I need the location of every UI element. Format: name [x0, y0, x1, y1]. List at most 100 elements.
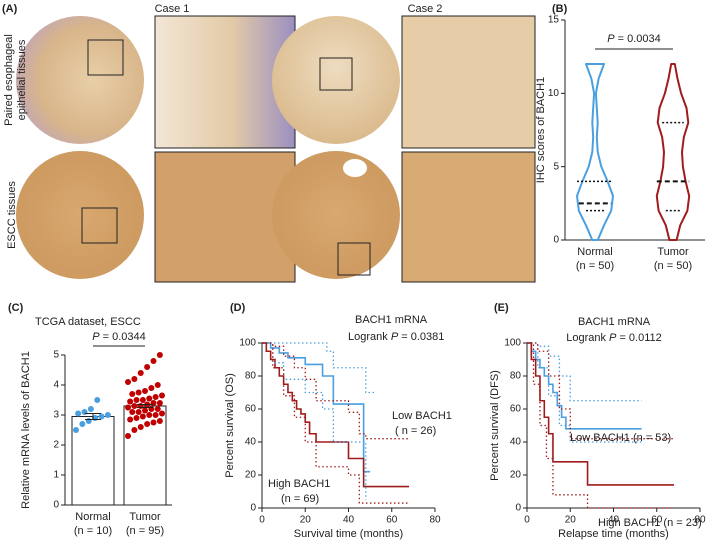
- y-tick-label: 60: [245, 404, 257, 415]
- ci-line: [527, 342, 675, 440]
- y-tick-label: 60: [510, 404, 522, 415]
- annotation: BACH1 mRNA: [355, 314, 428, 326]
- lumen: [343, 159, 367, 177]
- x-tick-label: Tumor: [657, 246, 689, 258]
- tissue-core: [16, 151, 144, 279]
- x-tick-label: 60: [386, 515, 398, 526]
- y-tick-label: 100: [504, 338, 521, 349]
- data-point: [148, 406, 155, 412]
- violin: [576, 63, 614, 241]
- p-text: = 0.0344: [103, 331, 146, 343]
- annotation: Low BACH1: [392, 410, 452, 422]
- data-point: [150, 358, 157, 364]
- survival-curve: [262, 342, 371, 473]
- data-point: [135, 409, 142, 415]
- y-tick-label: 1: [53, 470, 59, 481]
- zoom-box: [87, 39, 124, 76]
- data-point: [131, 403, 138, 409]
- y-tick-label: 80: [245, 371, 257, 382]
- p-symbol: P: [391, 331, 399, 343]
- data-point: [159, 392, 165, 399]
- data-point: [79, 421, 86, 427]
- panel-label: (C): [8, 302, 24, 314]
- data-point: [131, 376, 138, 382]
- zoom-box: [337, 242, 371, 276]
- data-point: [125, 404, 131, 411]
- p-text: = 0.0112: [619, 332, 661, 344]
- data-point: [159, 410, 165, 417]
- y-tick-label: 0: [515, 503, 521, 514]
- data-point: [137, 370, 144, 376]
- p-value: Logrank P = 0.0112: [566, 332, 662, 344]
- p-prefix: Logrank: [348, 331, 388, 343]
- p-prefix: Logrank: [566, 332, 606, 344]
- data-point: [129, 409, 136, 415]
- zoom-box: [81, 207, 118, 244]
- annotation: (n = 69): [281, 493, 319, 505]
- data-point: [137, 403, 144, 409]
- violin: [655, 63, 691, 241]
- histology-images: [16, 15, 536, 283]
- p-value: P = 0.0344: [92, 331, 146, 343]
- survival-curve: [527, 342, 642, 430]
- data-point: [98, 413, 105, 420]
- annotation: Low BACH1 (n = 53): [570, 432, 671, 444]
- data-point: [152, 412, 159, 418]
- chart-title: TCGA dataset, ESCC: [35, 316, 141, 328]
- x-tick-label: 40: [608, 515, 620, 526]
- ci-line: [527, 342, 642, 443]
- ci-line: [262, 342, 410, 504]
- x-tick-label: 80: [429, 515, 441, 526]
- y-tick-label: 5: [553, 161, 559, 172]
- data-point: [152, 394, 159, 400]
- tissue-core: [272, 151, 400, 279]
- error-bar: [85, 413, 101, 420]
- p-value: Logrank P = 0.0381: [348, 331, 444, 343]
- data-point: [133, 415, 140, 421]
- zoom-box: [319, 57, 353, 91]
- y-tick-label: 2: [53, 440, 59, 451]
- survival-curve: [527, 342, 675, 486]
- ci-line: [262, 342, 375, 394]
- x-tick-note: (n = 50): [576, 260, 614, 272]
- data-point: [142, 388, 148, 394]
- panel-label: (B): [552, 3, 568, 15]
- x-tick-note: (n = 10): [74, 525, 112, 537]
- x-tick-label: Normal: [75, 511, 110, 523]
- data-point: [104, 412, 111, 418]
- data-point: [144, 421, 151, 427]
- zoom-image: [401, 15, 536, 149]
- data-point: [94, 397, 101, 403]
- ci-line: [262, 342, 367, 500]
- y-tick-label: 40: [510, 437, 522, 448]
- annotation: BACH1 mRNA: [578, 316, 651, 328]
- data-point: [139, 413, 146, 420]
- column-label: Case 1: [155, 3, 190, 15]
- p-text: = 0.0381: [401, 331, 444, 343]
- y-tick-label: 15: [548, 15, 560, 26]
- y-tick-label: 4: [53, 380, 59, 391]
- data-point: [133, 397, 140, 403]
- data-point: [127, 416, 134, 423]
- data-point: [154, 406, 161, 412]
- x-tick-label: 20: [565, 515, 577, 526]
- tissue-core: [16, 16, 144, 144]
- annotation: ( n = 26): [395, 425, 436, 437]
- y-tick-label: 0: [250, 503, 256, 514]
- y-tick-label: 0: [53, 500, 59, 511]
- y-axis-label: Percent survival (DFS): [489, 370, 501, 481]
- x-tick-label: 40: [343, 515, 355, 526]
- y-tick-label: 40: [245, 437, 257, 448]
- y-tick-label: 0: [553, 235, 559, 246]
- data-point: [131, 427, 138, 433]
- data-point: [127, 398, 134, 405]
- data-point: [135, 389, 142, 396]
- data-point: [156, 400, 163, 406]
- p-symbol: P: [609, 332, 617, 344]
- data-point: [73, 427, 79, 433]
- x-tick-label: Tumor: [129, 511, 161, 523]
- data-point: [156, 352, 163, 358]
- y-tick-label: 80: [510, 371, 522, 382]
- y-axis-label: Relative mRNA levels of BACH1: [20, 351, 32, 509]
